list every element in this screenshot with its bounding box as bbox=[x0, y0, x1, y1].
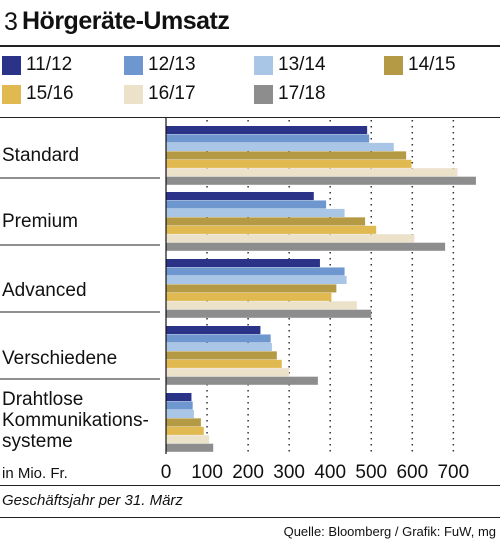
legend-swatch bbox=[254, 56, 273, 75]
category-label: Verschiedene bbox=[2, 348, 117, 369]
category-label: Advanced bbox=[2, 280, 87, 301]
bar bbox=[166, 225, 377, 234]
x-tick-label: 200 bbox=[232, 462, 264, 483]
x-tick-label: 400 bbox=[314, 462, 346, 483]
legend-label: 16/17 bbox=[148, 83, 196, 104]
bar bbox=[166, 342, 272, 351]
chart-title: Hörgeräte-Umsatz bbox=[22, 7, 230, 35]
legend-swatch bbox=[124, 85, 143, 104]
legend-rule bbox=[0, 117, 500, 118]
source-rule bbox=[0, 517, 500, 518]
category-label: Drahtlose bbox=[2, 389, 83, 410]
x-tick-label: 700 bbox=[437, 462, 469, 483]
category-label: Premium bbox=[2, 211, 78, 232]
footnote: Geschäftsjahr per 31. März bbox=[2, 492, 183, 509]
bar bbox=[166, 401, 193, 410]
x-tick-label: 500 bbox=[355, 462, 387, 483]
bar bbox=[166, 368, 290, 377]
bar bbox=[166, 393, 192, 402]
bar bbox=[166, 168, 458, 177]
chart-header: 3 Hörgeräte-Umsatz bbox=[0, 0, 500, 48]
x-tick-label: 600 bbox=[396, 462, 428, 483]
bar bbox=[166, 284, 337, 293]
bar bbox=[166, 259, 320, 268]
bar bbox=[166, 142, 394, 151]
category-label: Kommunikations- bbox=[2, 410, 149, 431]
bar bbox=[166, 359, 282, 368]
bar-chart: Standard Premium Advanced Verschiedene Draht… bbox=[0, 118, 476, 483]
x-tick-label: 300 bbox=[273, 462, 305, 483]
bar bbox=[166, 409, 194, 418]
bar bbox=[166, 242, 446, 251]
bar bbox=[166, 200, 327, 209]
bottom-rule bbox=[0, 485, 500, 486]
category-label: systeme bbox=[2, 431, 73, 452]
chart-number: 3 bbox=[4, 8, 18, 36]
bar bbox=[166, 151, 407, 160]
legend-swatch bbox=[254, 85, 273, 104]
legend-label: 11/12 bbox=[26, 54, 73, 75]
legend-swatch bbox=[124, 56, 143, 75]
top-rule bbox=[0, 45, 500, 47]
source-credit: Quelle: Bloomberg / Grafik: FuW, mg bbox=[283, 524, 496, 539]
bar bbox=[166, 443, 214, 452]
legend-label: 17/18 bbox=[278, 83, 326, 104]
bar bbox=[166, 292, 332, 301]
bar bbox=[166, 426, 204, 435]
bar bbox=[166, 176, 476, 185]
category-label: Standard bbox=[2, 145, 79, 166]
bar bbox=[166, 301, 357, 310]
bar bbox=[166, 234, 415, 243]
unit-label: in Mio. Fr. bbox=[2, 465, 68, 482]
legend-swatch bbox=[384, 56, 403, 75]
bar bbox=[166, 208, 345, 217]
bar bbox=[166, 217, 366, 226]
legend: 11/12 12/13 13/14 14/15 15/16 16/17 17/18 bbox=[0, 52, 500, 114]
legend-label: 14/15 bbox=[408, 54, 456, 75]
bar bbox=[166, 376, 318, 385]
bar bbox=[166, 326, 261, 335]
bar bbox=[166, 159, 412, 168]
legend-label: 12/13 bbox=[148, 54, 196, 75]
bar bbox=[166, 275, 347, 284]
legend-label: 13/14 bbox=[278, 54, 326, 75]
bar bbox=[166, 351, 277, 360]
bar bbox=[166, 134, 370, 143]
x-tick-label: 0 bbox=[161, 462, 172, 483]
bar bbox=[166, 267, 345, 276]
legend-swatch bbox=[2, 85, 21, 104]
bar bbox=[166, 309, 372, 318]
x-tick-label: 100 bbox=[191, 462, 223, 483]
bar bbox=[166, 126, 368, 135]
bar bbox=[166, 435, 210, 444]
legend-swatch bbox=[2, 56, 21, 75]
bar bbox=[166, 334, 271, 343]
bar bbox=[166, 192, 314, 201]
bar bbox=[166, 418, 201, 427]
legend-label: 15/16 bbox=[26, 83, 74, 104]
